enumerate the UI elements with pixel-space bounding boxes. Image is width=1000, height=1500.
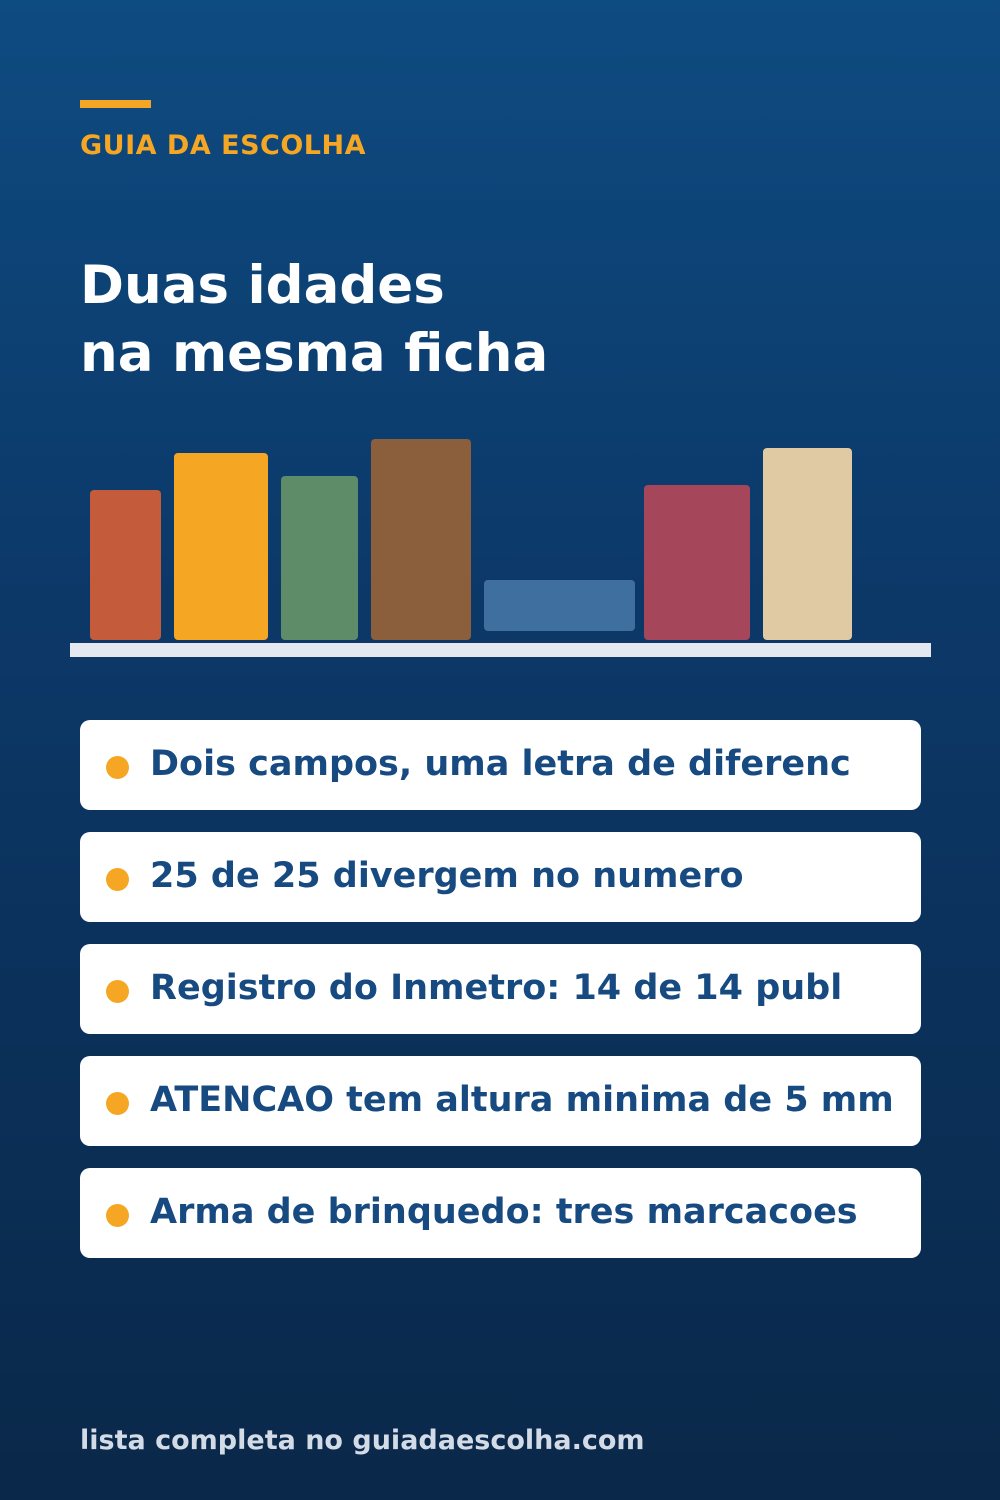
bullet-dot-icon	[106, 1204, 129, 1227]
list-item-text: Arma de brinquedo: tres marcacoes	[150, 1192, 858, 1232]
book-2	[174, 453, 268, 640]
list-item-text: Dois campos, uma letra de diferenc	[150, 744, 851, 784]
point-list: Dois campos, uma letra de diferenc 25 de…	[80, 720, 921, 1280]
book-6	[644, 485, 750, 640]
bullet-dot-icon	[106, 980, 129, 1003]
list-item-text: Registro do Inmetro: 14 de 14 publ	[150, 968, 843, 1008]
list-item-text: 25 de 25 divergem no numero	[150, 856, 744, 896]
list-item: Registro do Inmetro: 14 de 14 publ	[80, 944, 921, 1034]
headline-line-1: Duas idades	[80, 255, 445, 316]
list-item: ATENCAO tem altura minima de 5 mm	[80, 1056, 921, 1146]
bullet-dot-icon	[106, 868, 129, 891]
list-item: 25 de 25 divergem no numero	[80, 832, 921, 922]
book-7	[763, 448, 852, 640]
brand-label: GUIA DA ESCOLHA	[80, 130, 366, 161]
shelf-plank	[70, 643, 931, 657]
accent-bar	[80, 100, 151, 108]
book-4	[371, 439, 471, 640]
book-5-lying	[484, 580, 635, 631]
headline: Duas idades na mesma ficha	[80, 252, 548, 388]
bullet-dot-icon	[106, 756, 129, 779]
bookshelf-illustration	[0, 0, 1000, 700]
book-3	[281, 476, 358, 640]
list-item-text: ATENCAO tem altura minima de 5 mm	[150, 1080, 894, 1120]
bullet-dot-icon	[106, 1092, 129, 1115]
list-item: Arma de brinquedo: tres marcacoes	[80, 1168, 921, 1258]
headline-line-2: na mesma ficha	[80, 323, 549, 384]
footer-link-text: lista completa no guiadaescolha.com	[80, 1425, 645, 1456]
list-item: Dois campos, uma letra de diferenc	[80, 720, 921, 810]
book-1	[90, 490, 161, 640]
